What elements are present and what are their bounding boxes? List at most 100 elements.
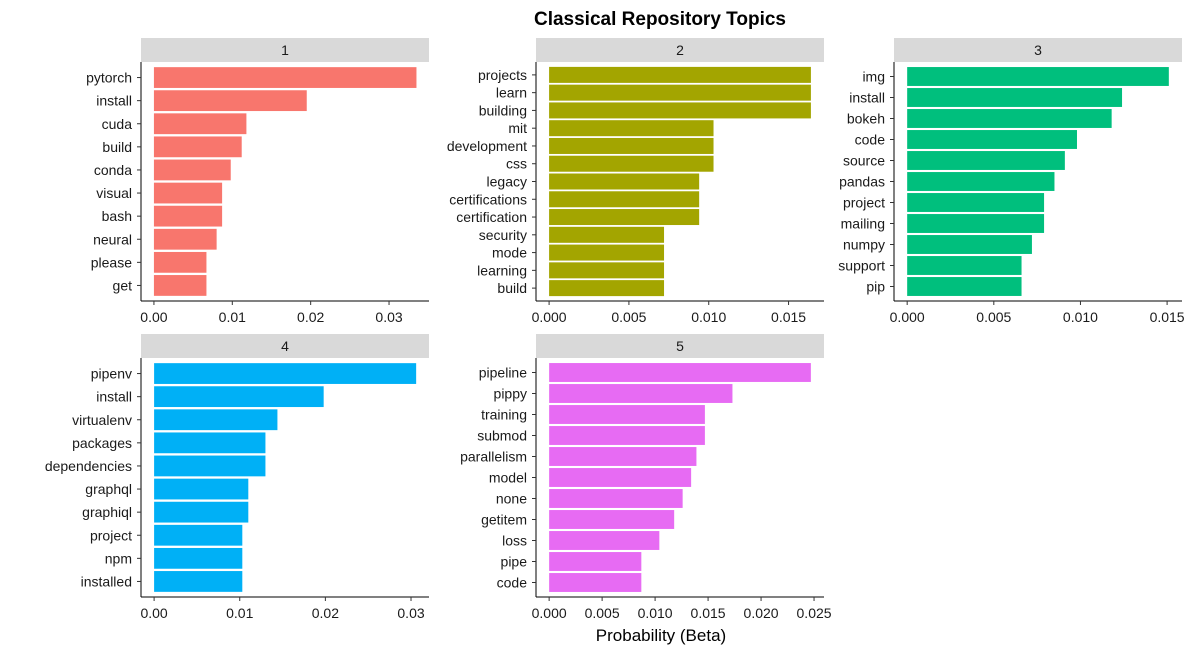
category-label: code xyxy=(855,132,886,148)
bar-neural xyxy=(153,228,217,250)
category-label: install xyxy=(96,93,132,109)
x-tick-label: 0.010 xyxy=(691,309,726,325)
category-label: npm xyxy=(105,550,132,566)
bar-learn xyxy=(549,84,811,101)
x-tick-label: 0.00 xyxy=(140,605,167,621)
bar-certifications xyxy=(549,191,700,208)
bar-install xyxy=(154,386,324,408)
x-tick-label: 0.005 xyxy=(611,309,646,325)
x-tick-label: 0.010 xyxy=(638,605,673,621)
x-tick-label: 0.005 xyxy=(585,605,620,621)
bar-installed xyxy=(154,571,243,592)
category-label: mailing xyxy=(841,216,885,232)
bar-graphiql xyxy=(154,501,249,523)
category-label: project xyxy=(90,527,132,543)
bar-virtualenv xyxy=(154,409,278,431)
x-tick-label: 0.010 xyxy=(1063,309,1098,325)
category-label: mode xyxy=(492,245,527,261)
category-label: install xyxy=(849,90,885,106)
bar-visual xyxy=(153,182,223,204)
bar-pipeline xyxy=(549,363,811,382)
category-label: support xyxy=(838,258,885,274)
bar-bash xyxy=(153,205,223,227)
category-label: projects xyxy=(478,67,527,83)
bar-loss xyxy=(549,531,660,550)
bar-build xyxy=(549,280,665,297)
category-label: model xyxy=(489,470,527,486)
bar-pip xyxy=(907,277,1022,296)
bar-source xyxy=(907,151,1065,170)
category-label: build xyxy=(102,139,132,155)
facet-strip-label: 2 xyxy=(676,42,684,58)
bar-code xyxy=(549,573,642,592)
bar-pandas xyxy=(907,172,1055,191)
bar-none xyxy=(549,489,683,508)
x-tick-label: 0.025 xyxy=(797,605,832,621)
bar-img xyxy=(907,67,1169,86)
bar-parallelism xyxy=(549,447,697,466)
category-label: code xyxy=(497,575,528,591)
bar-project xyxy=(154,524,243,546)
category-label: pandas xyxy=(839,174,885,190)
category-label: dependencies xyxy=(45,458,132,474)
x-tick-label: 0.03 xyxy=(375,309,402,325)
category-label: training xyxy=(481,407,527,423)
category-label: bash xyxy=(102,208,132,224)
category-label: pipenv xyxy=(91,366,132,382)
category-label: learning xyxy=(477,262,527,278)
bar-pipenv xyxy=(154,363,417,384)
x-tick-label: 0.00 xyxy=(140,309,167,325)
category-label: visual xyxy=(96,185,132,201)
facet-panel-4: 4 pipenv install virtualenv packages dependen… xyxy=(45,334,429,621)
category-label: legacy xyxy=(487,174,527,190)
category-label: building xyxy=(479,102,527,118)
x-tick-label: 0.020 xyxy=(744,605,779,621)
bar-learning xyxy=(549,262,665,279)
bar-security xyxy=(549,226,665,243)
x-tick-label: 0.015 xyxy=(691,605,726,621)
bar-training xyxy=(549,405,705,424)
facet-strip xyxy=(894,38,1182,62)
bar-submod xyxy=(549,426,705,445)
category-label: virtualenv xyxy=(72,412,132,428)
facet-strip-label: 3 xyxy=(1034,42,1042,58)
x-axis-title: Probability (Beta) xyxy=(596,626,726,645)
facet-strip xyxy=(536,38,824,62)
category-label: install xyxy=(96,389,132,405)
bar-projects xyxy=(549,66,811,83)
category-label: please xyxy=(91,254,132,270)
category-label: graphiql xyxy=(82,504,132,520)
category-label: get xyxy=(113,277,133,293)
x-tick-label: 0.02 xyxy=(312,605,339,621)
x-tick-label: 0.01 xyxy=(219,309,246,325)
bar-pipe xyxy=(549,552,642,571)
bar-dependencies xyxy=(154,455,266,477)
bar-conda xyxy=(153,159,231,181)
facet-strip xyxy=(141,334,429,358)
bar-support xyxy=(907,256,1022,275)
x-tick-label: 0.000 xyxy=(890,309,925,325)
category-label: neural xyxy=(93,231,132,247)
x-tick-label: 0.03 xyxy=(397,605,424,621)
x-tick-label: 0.015 xyxy=(1150,309,1185,325)
facet-strip xyxy=(141,38,429,62)
category-label: packages xyxy=(72,435,132,451)
category-label: certification xyxy=(456,209,527,225)
bar-packages xyxy=(154,432,266,454)
bar-model xyxy=(549,468,692,487)
bar-certification xyxy=(549,209,700,226)
bar-mode xyxy=(549,244,665,261)
bar-pippy xyxy=(549,384,733,403)
category-label: pytorch xyxy=(86,70,132,86)
category-label: none xyxy=(496,491,527,507)
category-label: submod xyxy=(477,428,527,444)
category-label: pipeline xyxy=(479,365,527,381)
category-label: pip xyxy=(866,279,885,295)
category-label: loss xyxy=(502,533,527,549)
category-label: graphql xyxy=(85,481,132,497)
category-label: source xyxy=(843,153,885,169)
facet-panel-1: 1 pytorch install cuda build conda visual bash n… xyxy=(86,38,429,325)
category-label: parallelism xyxy=(460,449,527,465)
